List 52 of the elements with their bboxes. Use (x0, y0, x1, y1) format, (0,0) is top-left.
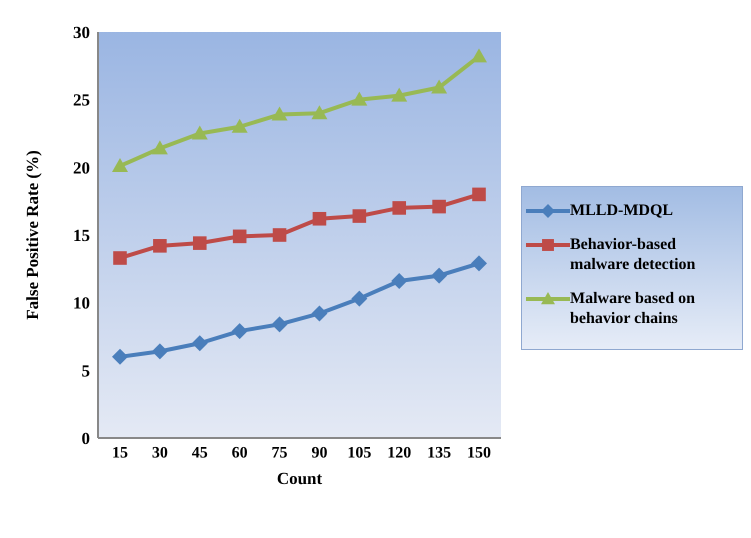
y-tick-label: 15 (73, 226, 90, 246)
point (352, 209, 366, 223)
point (112, 348, 128, 365)
x-tick-label: 60 (232, 444, 248, 462)
point (471, 255, 487, 272)
point (351, 290, 368, 307)
point (113, 251, 127, 265)
y-tick-label: 5 (82, 361, 90, 380)
point (192, 335, 208, 352)
point (152, 343, 168, 360)
x-tick-label: 90 (311, 444, 328, 462)
point (431, 268, 448, 284)
point (152, 140, 168, 154)
point (391, 273, 408, 290)
x-axis-title: Count (276, 469, 323, 488)
point (192, 236, 207, 250)
point (351, 92, 368, 106)
x-tick-label: 45 (192, 444, 208, 462)
point (312, 212, 326, 226)
y-axis-title: False Positive Rate (%) (23, 150, 42, 320)
x-tick-label: 105 (347, 444, 372, 462)
point (153, 239, 167, 253)
point (311, 105, 328, 120)
legend-label: Behavior-based malware detection (570, 235, 696, 275)
y-tick-label: 20 (73, 158, 90, 178)
point (232, 118, 248, 133)
y-tick-label: 0 (82, 429, 90, 448)
point (112, 158, 128, 172)
point (431, 79, 448, 94)
x-tick-label: 150 (467, 444, 491, 462)
y-tick-label: 25 (73, 90, 90, 110)
x-tick-label: 15 (112, 444, 128, 462)
point (391, 88, 408, 102)
y-tick-label: 10 (73, 294, 90, 313)
point (232, 230, 246, 244)
point (272, 228, 286, 242)
x-tick-label: 30 (152, 444, 168, 462)
point (272, 316, 288, 332)
x-tick-label: 120 (387, 444, 412, 462)
x-tick-label: 75 (272, 444, 288, 462)
point (472, 188, 486, 202)
y-tick-label: 30 (73, 23, 90, 42)
x-tick-label: 135 (427, 444, 452, 462)
point (392, 201, 406, 215)
point (272, 106, 288, 121)
point (432, 200, 446, 214)
legend-label: Malware based on behavior chains (570, 289, 696, 329)
point (232, 323, 248, 340)
point (192, 126, 208, 140)
point (471, 48, 487, 62)
legend-label: MLLD-MDQL (570, 201, 674, 221)
point (311, 305, 328, 322)
